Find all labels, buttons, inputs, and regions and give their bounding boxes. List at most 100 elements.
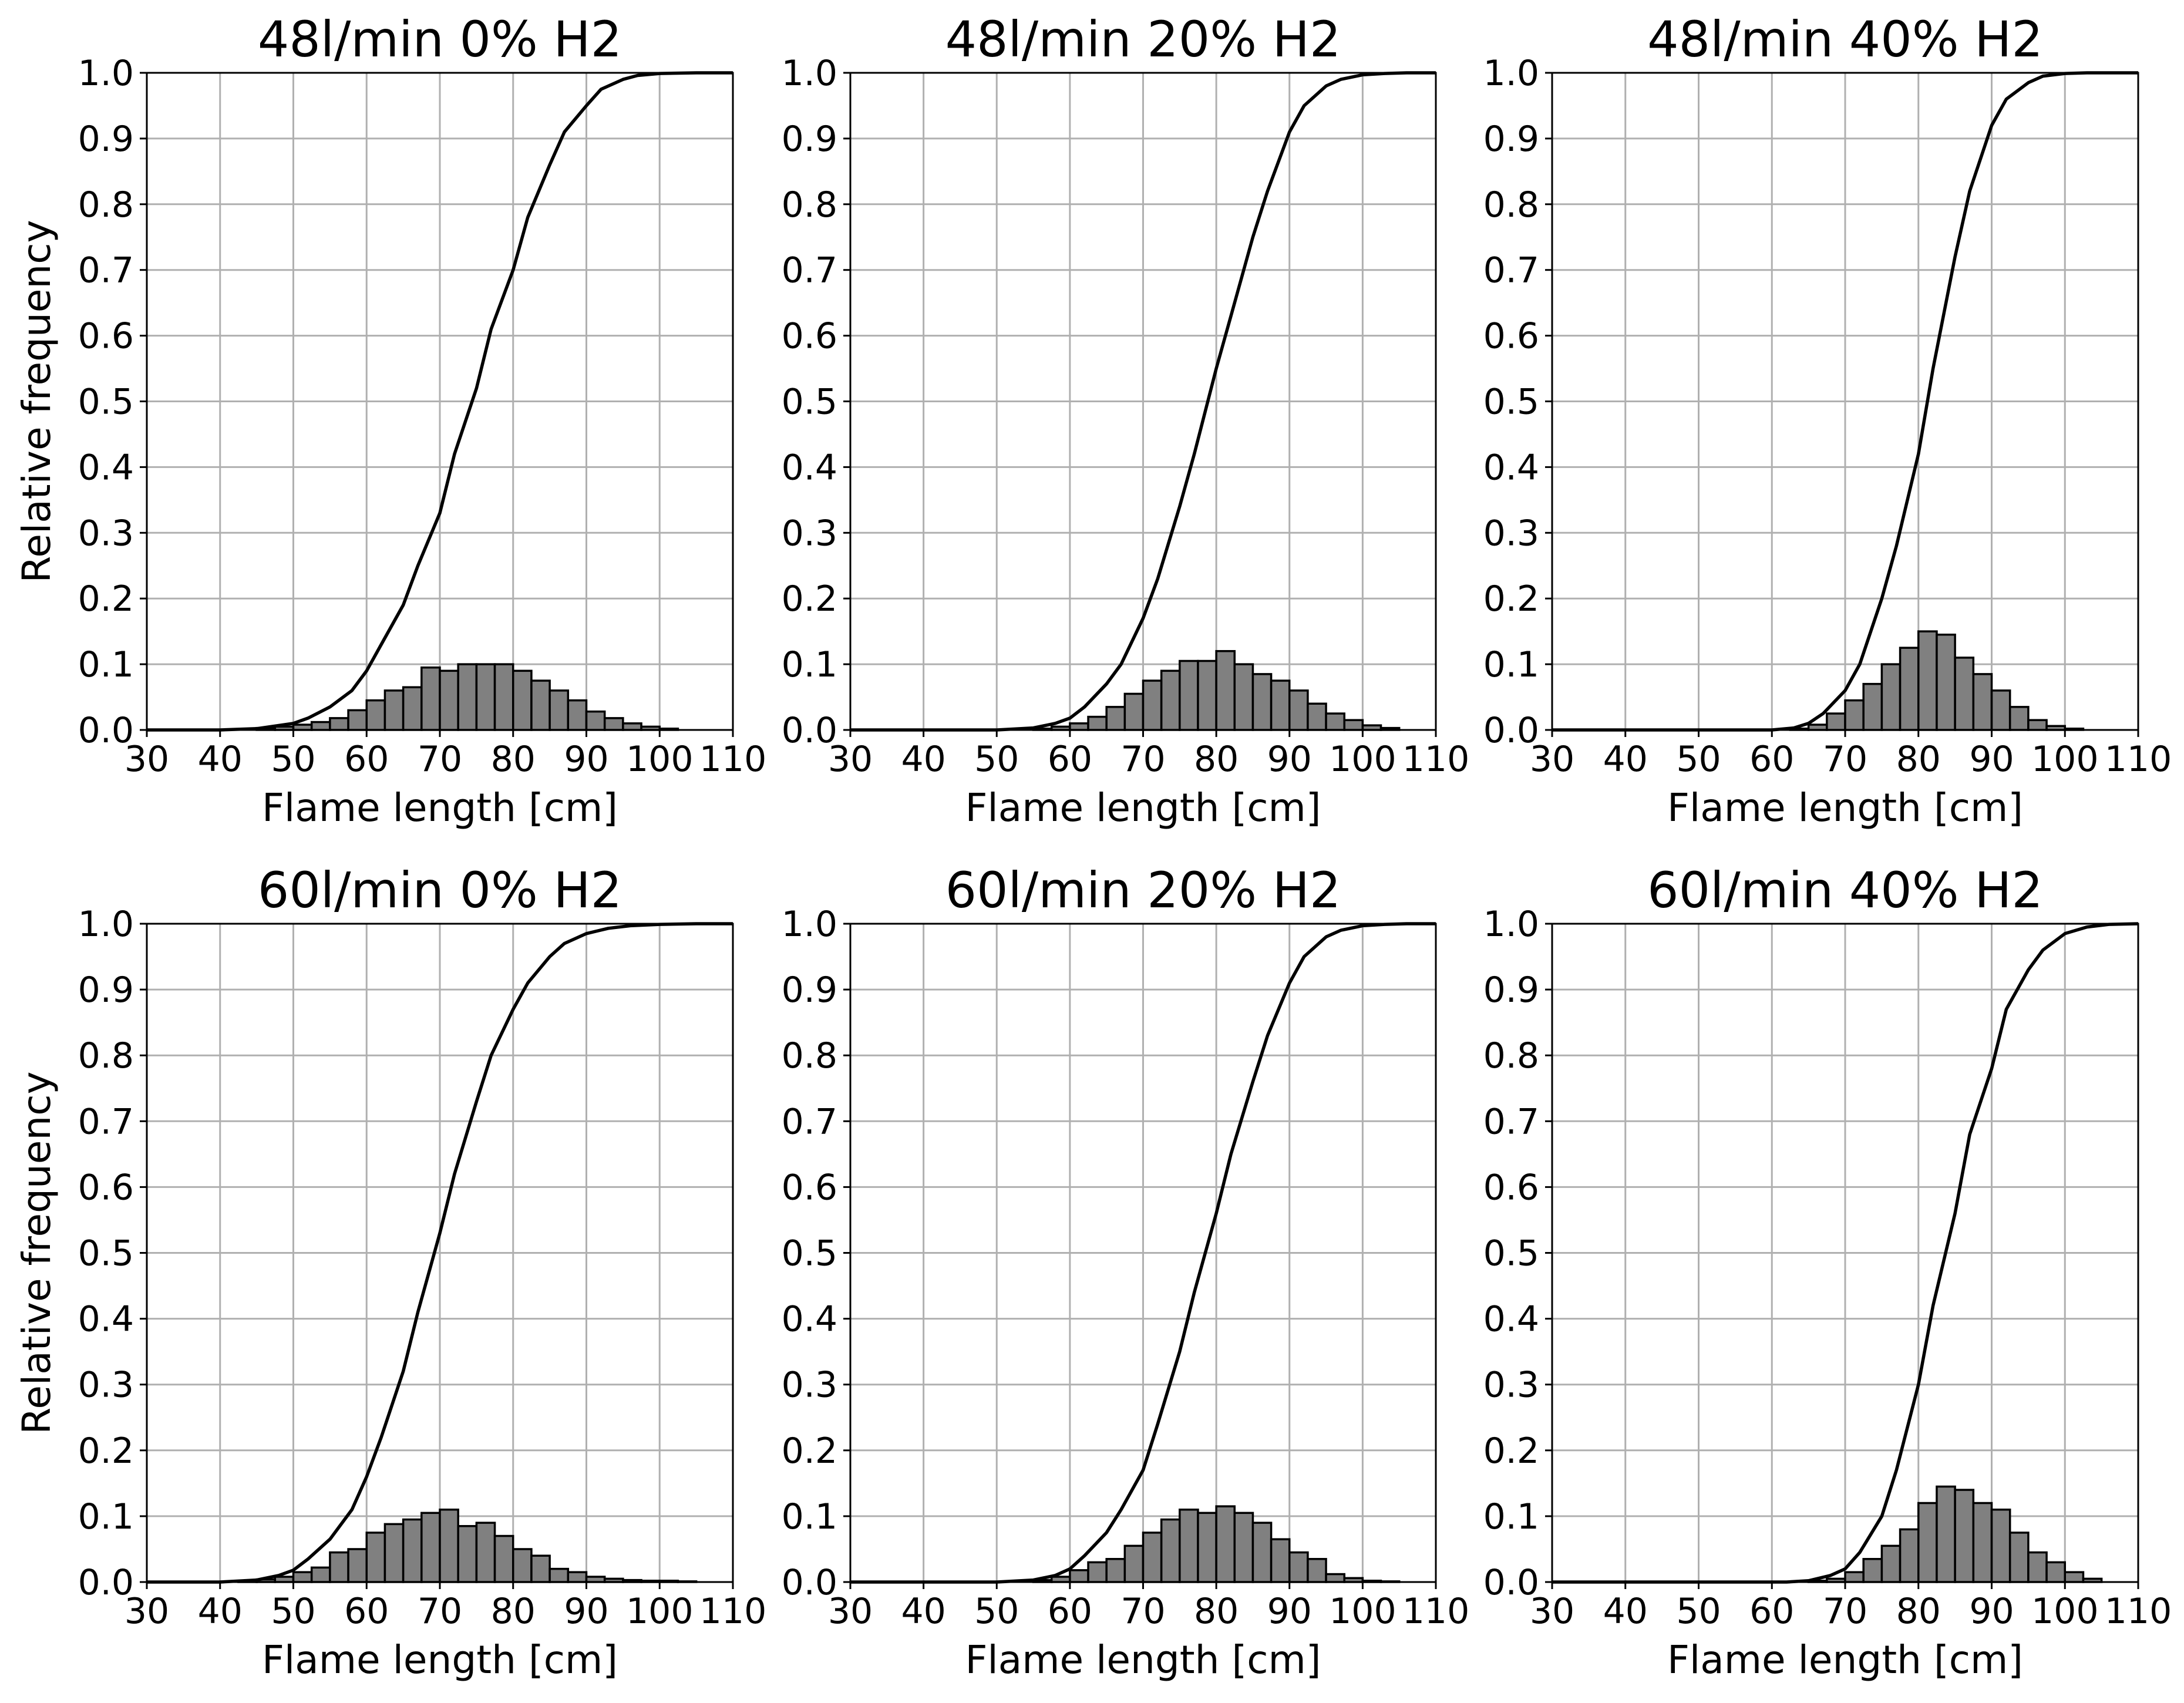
- y-tick-label: 0.1: [78, 644, 134, 685]
- histogram-bar: [1990, 1508, 2011, 1583]
- y-axis-label: Relative frequency: [14, 1071, 59, 1434]
- histogram-bar: [1343, 719, 1364, 731]
- y-tick-label: 0.5: [782, 1233, 837, 1274]
- histogram-bar: [622, 722, 642, 731]
- histogram-bar: [1142, 1532, 1163, 1583]
- panel-title: 48l/min 40% H2: [1647, 11, 2043, 68]
- y-tick-label: 0.0: [1483, 710, 1539, 751]
- histogram-bar: [420, 666, 441, 731]
- y-tick-label: 0.5: [78, 382, 134, 423]
- x-tick-label: 70: [1823, 739, 1867, 780]
- x-tick-label: 50: [974, 1591, 1019, 1632]
- histogram-bar: [1826, 712, 1846, 731]
- y-tick-label: 0.8: [1483, 184, 1539, 226]
- histogram-bar: [310, 721, 331, 731]
- histogram-bar: [530, 679, 551, 731]
- y-tick-label: 0.7: [1483, 1101, 1539, 1142]
- y-tick-label: 0.2: [78, 1431, 134, 1472]
- histogram-bar: [1899, 647, 1920, 731]
- x-axis-label: Flame length [cm]: [1667, 1637, 2023, 1682]
- histogram-bar: [1233, 663, 1254, 731]
- histogram-bar: [347, 709, 368, 731]
- x-tick-label: 90: [564, 739, 608, 780]
- histogram-bar: [457, 1524, 478, 1583]
- histogram-bar: [530, 1554, 551, 1583]
- y-tick-label: 0.5: [1483, 1233, 1539, 1274]
- y-tick-label: 0.4: [78, 447, 134, 488]
- y-tick-label: 0.8: [782, 1035, 837, 1076]
- x-axis-label: Flame length [cm]: [1667, 785, 2023, 830]
- y-tick-label: 1.0: [1483, 904, 1539, 945]
- y-tick-label: 1.0: [782, 53, 837, 94]
- x-tick-label: 90: [1969, 739, 2014, 780]
- histogram-bar: [1844, 699, 1865, 731]
- y-tick-label: 0.0: [78, 710, 134, 751]
- x-tick-label: 60: [1749, 739, 1794, 780]
- panel-1: 30 40 50 60 70 80 90 100 110 0.0 0.1 0.2 0.3 0.4 0.5 0.…: [14, 11, 766, 830]
- cumulative-line: [1552, 71, 2138, 732]
- histogram-bar: [493, 663, 514, 731]
- histogram-bar: [1936, 1485, 1956, 1583]
- histogram-bar: [457, 663, 478, 731]
- panel-4: 30 40 50 60 70 80 90 100 110 0.0 0.1 0.2 0.3 0.4 0.5 0.…: [14, 861, 766, 1682]
- x-tick-label: 50: [1676, 1591, 1721, 1632]
- y-tick-label: 0.4: [782, 1299, 837, 1340]
- histogram-bar: [1105, 706, 1126, 731]
- histogram-bar: [1179, 1508, 1199, 1583]
- y-tick-label: 0.2: [78, 578, 134, 620]
- y-tick-label: 0.1: [1483, 644, 1539, 685]
- x-tick-label: 30: [124, 739, 169, 780]
- x-tick-label: 50: [271, 1591, 315, 1632]
- histogram-bar: [347, 1548, 368, 1583]
- x-tick-label: 100: [626, 1591, 694, 1632]
- x-tick-label: 70: [1120, 1591, 1165, 1632]
- histogram-bar: [1087, 715, 1108, 731]
- y-tick-label: 0.1: [782, 644, 837, 685]
- y-tick-label: 0.2: [1483, 578, 1539, 620]
- y-tick-label: 0.7: [782, 250, 837, 291]
- y-tick-label: 0.0: [78, 1562, 134, 1603]
- x-tick-label: 40: [901, 1591, 945, 1632]
- histogram-bar: [1917, 630, 1938, 731]
- histogram-bar: [1215, 1505, 1236, 1583]
- histogram-bar: [1160, 1518, 1181, 1583]
- histogram-bar: [1936, 633, 1956, 731]
- histogram-bar: [2064, 1571, 2085, 1583]
- y-tick-label: 0.3: [78, 1365, 134, 1406]
- histogram-bar: [1142, 679, 1163, 731]
- y-tick-label: 0.5: [78, 1233, 134, 1274]
- x-tick-label: 80: [1896, 1591, 1941, 1632]
- panel-title: 60l/min 20% H2: [945, 861, 1341, 919]
- histogram-bar: [402, 686, 423, 731]
- panel-title: 60l/min 0% H2: [258, 861, 622, 919]
- histogram-bar: [548, 1567, 570, 1583]
- histogram-bar: [548, 689, 570, 731]
- histogram-bar: [365, 1532, 386, 1583]
- histogram-bar: [1917, 1502, 1938, 1583]
- x-tick-label: 30: [1530, 739, 1574, 780]
- y-tick-label: 0.6: [782, 1167, 837, 1208]
- histogram-bar: [1954, 657, 1975, 731]
- histogram-bar: [1844, 1571, 1865, 1583]
- cumulative-line: [147, 922, 733, 1584]
- y-tick-label: 0.3: [1483, 513, 1539, 554]
- panel-3: 30 40 50 60 70 80 90 100 110 0.0 0.1 0.2 0.3 0.4 0.5 0.…: [1483, 11, 2172, 830]
- y-tick-label: 0.3: [782, 513, 837, 554]
- x-tick-label: 110: [2105, 739, 2172, 780]
- x-tick-label: 50: [974, 739, 1019, 780]
- histogram-bar: [383, 1523, 405, 1583]
- x-tick-label: 70: [1823, 1591, 1867, 1632]
- x-tick-label: 80: [1896, 739, 1941, 780]
- x-tick-label: 80: [1194, 1591, 1239, 1632]
- y-tick-label: 0.2: [782, 578, 837, 620]
- x-tick-label: 100: [1329, 739, 1396, 780]
- histogram-bar: [1251, 673, 1273, 731]
- histogram-bar: [329, 717, 349, 731]
- histogram-bar: [1325, 712, 1345, 731]
- histogram-bar: [1862, 682, 1883, 731]
- histogram-bar: [1123, 1544, 1145, 1583]
- y-tick-label: 0.0: [1483, 1562, 1539, 1603]
- y-tick-label: 0.9: [1483, 119, 1539, 160]
- histogram-bar: [1105, 1558, 1126, 1583]
- y-tick-label: 0.0: [782, 1562, 837, 1603]
